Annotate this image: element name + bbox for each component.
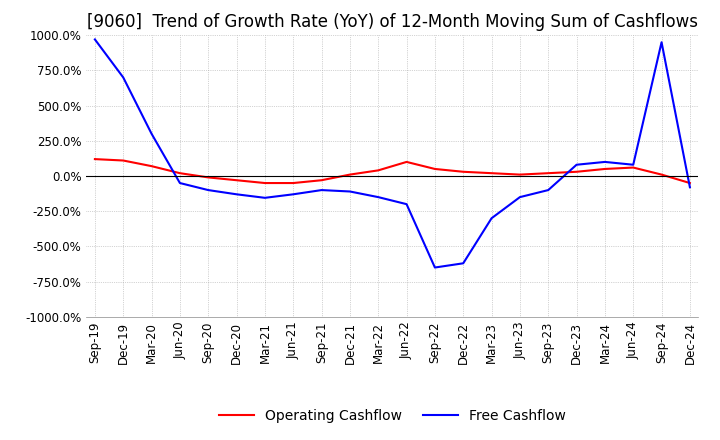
Line: Free Cashflow: Free Cashflow xyxy=(95,40,690,268)
Operating Cashflow xyxy=(374,168,382,173)
Operating Cashflow xyxy=(318,178,326,183)
Operating Cashflow xyxy=(459,169,467,174)
Free Cashflow xyxy=(629,162,637,167)
Free Cashflow xyxy=(91,37,99,42)
Operating Cashflow xyxy=(487,171,496,176)
Operating Cashflow xyxy=(233,178,241,183)
Free Cashflow xyxy=(487,216,496,221)
Free Cashflow xyxy=(374,194,382,200)
Free Cashflow xyxy=(176,180,184,186)
Free Cashflow xyxy=(402,202,411,207)
Operating Cashflow xyxy=(572,169,581,174)
Operating Cashflow xyxy=(544,171,552,176)
Legend: Operating Cashflow, Free Cashflow: Operating Cashflow, Free Cashflow xyxy=(214,403,571,428)
Operating Cashflow xyxy=(91,157,99,162)
Free Cashflow xyxy=(346,189,354,194)
Free Cashflow xyxy=(572,162,581,167)
Free Cashflow xyxy=(318,187,326,193)
Operating Cashflow xyxy=(402,159,411,165)
Operating Cashflow xyxy=(629,165,637,170)
Free Cashflow xyxy=(119,75,127,80)
Free Cashflow xyxy=(657,40,666,45)
Operating Cashflow xyxy=(657,172,666,177)
Free Cashflow xyxy=(459,260,467,266)
Operating Cashflow xyxy=(261,180,269,186)
Operating Cashflow xyxy=(346,172,354,177)
Free Cashflow xyxy=(148,131,156,136)
Title: [9060]  Trend of Growth Rate (YoY) of 12-Month Moving Sum of Cashflows: [9060] Trend of Growth Rate (YoY) of 12-… xyxy=(87,13,698,31)
Free Cashflow xyxy=(431,265,439,270)
Free Cashflow xyxy=(544,187,552,193)
Free Cashflow xyxy=(261,195,269,201)
Operating Cashflow xyxy=(119,158,127,163)
Operating Cashflow xyxy=(176,171,184,176)
Free Cashflow xyxy=(600,159,609,165)
Free Cashflow xyxy=(289,192,297,197)
Operating Cashflow xyxy=(516,172,524,177)
Operating Cashflow xyxy=(685,180,694,186)
Line: Operating Cashflow: Operating Cashflow xyxy=(95,159,690,183)
Operating Cashflow xyxy=(204,175,212,180)
Free Cashflow xyxy=(204,187,212,193)
Free Cashflow xyxy=(233,192,241,197)
Free Cashflow xyxy=(685,185,694,190)
Operating Cashflow xyxy=(148,164,156,169)
Free Cashflow xyxy=(516,194,524,200)
Operating Cashflow xyxy=(289,180,297,186)
Operating Cashflow xyxy=(431,166,439,172)
Operating Cashflow xyxy=(600,166,609,172)
